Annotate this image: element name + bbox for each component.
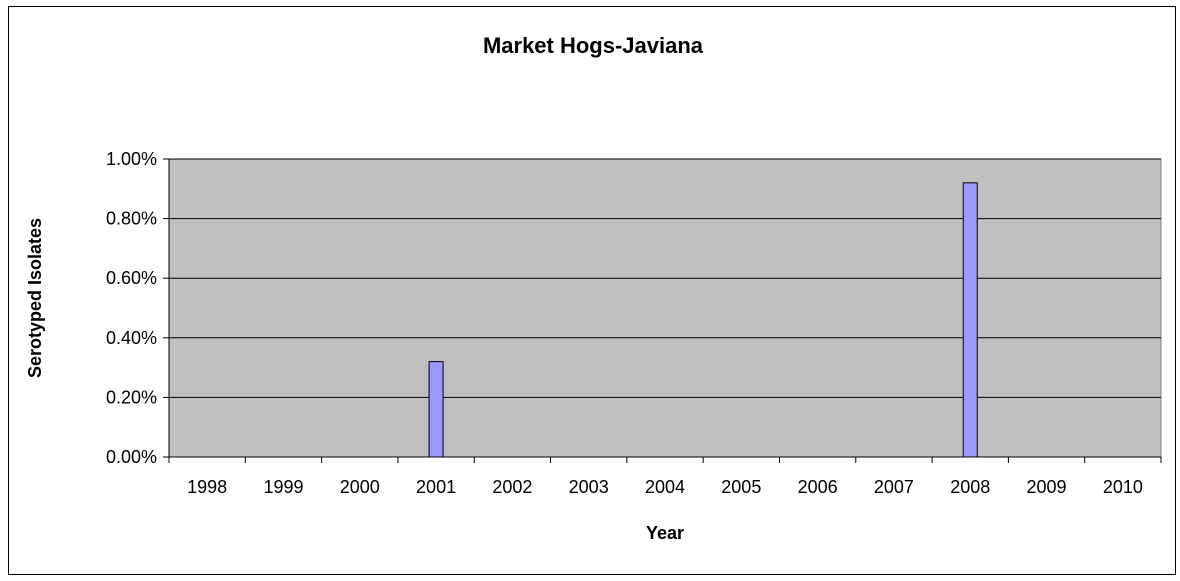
- chart-frame: Market Hogs-Javiana 0.00% 0.20% 0.40% 0.60%…: [8, 6, 1176, 575]
- y-tick-labels: 0.00% 0.20% 0.40% 0.60% 0.80% 1.00%: [106, 149, 157, 467]
- x-axis-title: Year: [646, 523, 684, 543]
- x-tick-label: 2010: [1103, 477, 1143, 497]
- x-tick-label: 2008: [950, 477, 990, 497]
- bars: [428, 182, 978, 458]
- x-tick-label: 2002: [492, 477, 532, 497]
- x-tick-label: 2000: [340, 477, 380, 497]
- y-tick-label: 0.40%: [106, 328, 157, 348]
- y-tick-label: 1.00%: [106, 149, 157, 169]
- x-tick-label: 2006: [798, 477, 838, 497]
- y-tick-label: 0.20%: [106, 387, 157, 407]
- x-tick-label: 2001: [416, 477, 456, 497]
- chart: Market Hogs-Javiana 0.00% 0.20% 0.40% 0.60%…: [25, 33, 1162, 543]
- grid-lines: [169, 158, 1161, 398]
- axes: [163, 158, 1162, 463]
- x-tick-label: 2009: [1027, 477, 1067, 497]
- plot-area: [168, 158, 1162, 458]
- y-tick-label: 0.00%: [106, 447, 157, 467]
- chart-title: Market Hogs-Javiana: [483, 33, 704, 58]
- y-tick-label: 0.80%: [106, 209, 157, 229]
- x-tick-label: 2007: [874, 477, 914, 497]
- x-tick-label: 2004: [645, 477, 685, 497]
- y-axis-title: Serotyped Isolates: [25, 218, 45, 378]
- x-tick-label: 2005: [721, 477, 761, 497]
- x-tick-label: 1998: [187, 477, 227, 497]
- x-tick-label: 2003: [569, 477, 609, 497]
- bar-2008: [962, 182, 978, 458]
- y-tick-label: 0.60%: [106, 268, 157, 288]
- x-tick-label: 1999: [263, 477, 303, 497]
- x-tick-labels: 1998 1999 2000 2001 2002 2003 2004 2005 2006 2007…: [187, 477, 1143, 497]
- bar-2001: [428, 361, 444, 458]
